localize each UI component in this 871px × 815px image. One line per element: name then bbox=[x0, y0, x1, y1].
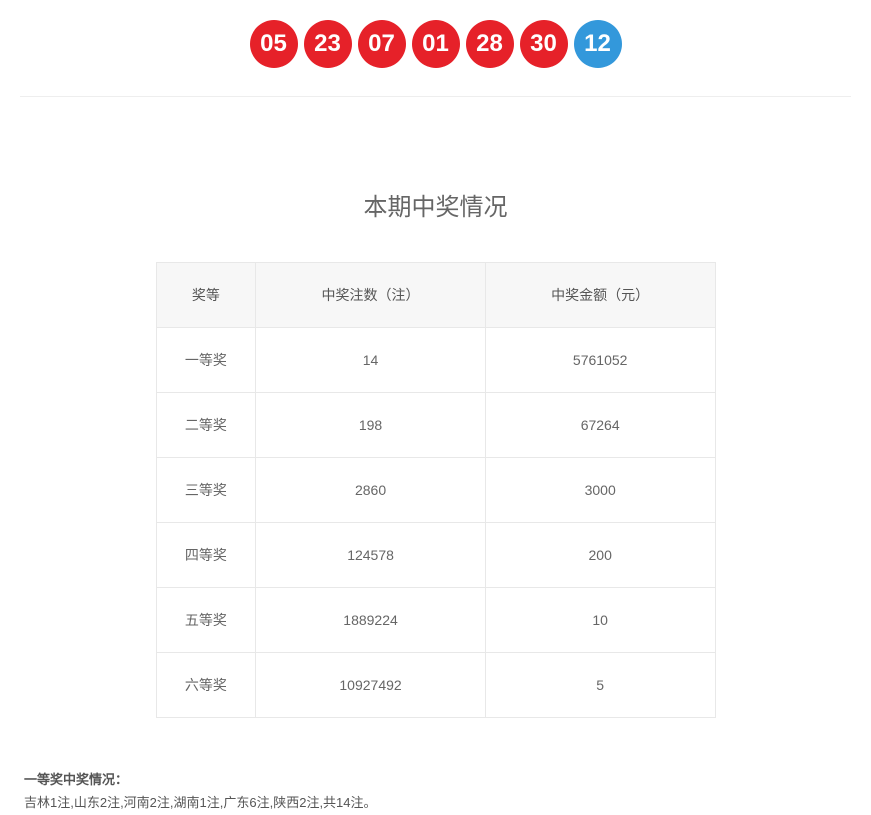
table-cell: 124578 bbox=[256, 523, 486, 588]
table-cell: 67264 bbox=[485, 393, 715, 458]
table-body: 一等奖145761052二等奖19867264三等奖28603000四等奖124… bbox=[156, 328, 715, 718]
table-header-cell: 奖等 bbox=[156, 263, 256, 328]
table-cell: 五等奖 bbox=[156, 588, 256, 653]
lottery-balls-row: 05230701283012 bbox=[250, 20, 622, 68]
first-prize-summary: 一等奖中奖情况： 吉林1注,山东2注,河南2注,湖南1注,广东6注,陕西2注,共… bbox=[24, 768, 847, 815]
summary-label: 一等奖中奖情况： bbox=[24, 772, 128, 787]
table-cell: 10 bbox=[485, 588, 715, 653]
lottery-balls-panel: 05230701283012 bbox=[20, 0, 851, 97]
lottery-ball-7: 12 bbox=[574, 20, 622, 68]
table-row: 二等奖19867264 bbox=[156, 393, 715, 458]
table-cell: 四等奖 bbox=[156, 523, 256, 588]
table-cell: 14 bbox=[256, 328, 486, 393]
table-row: 五等奖188922410 bbox=[156, 588, 715, 653]
table-cell: 10927492 bbox=[256, 653, 486, 718]
lottery-ball-3: 07 bbox=[358, 20, 406, 68]
section-title: 本期中奖情况 bbox=[0, 187, 871, 222]
table-cell: 三等奖 bbox=[156, 458, 256, 523]
table-header-row: 奖等中奖注数（注）中奖金额（元） bbox=[156, 263, 715, 328]
summary-text: 吉林1注,山东2注,河南2注,湖南1注,广东6注,陕西2注,共14注。 bbox=[24, 795, 377, 810]
lottery-ball-1: 05 bbox=[250, 20, 298, 68]
table-row: 一等奖145761052 bbox=[156, 328, 715, 393]
lottery-ball-6: 30 bbox=[520, 20, 568, 68]
table-cell: 5761052 bbox=[485, 328, 715, 393]
table-header-cell: 中奖注数（注） bbox=[256, 263, 486, 328]
table-row: 四等奖124578200 bbox=[156, 523, 715, 588]
table-cell: 2860 bbox=[256, 458, 486, 523]
table-row: 三等奖28603000 bbox=[156, 458, 715, 523]
table-cell: 3000 bbox=[485, 458, 715, 523]
table-cell: 5 bbox=[485, 653, 715, 718]
table-cell: 1889224 bbox=[256, 588, 486, 653]
prize-table: 奖等中奖注数（注）中奖金额（元） 一等奖145761052二等奖19867264… bbox=[156, 262, 716, 718]
lottery-ball-5: 28 bbox=[466, 20, 514, 68]
table-row: 六等奖109274925 bbox=[156, 653, 715, 718]
table-cell: 二等奖 bbox=[156, 393, 256, 458]
table-cell: 200 bbox=[485, 523, 715, 588]
table-cell: 198 bbox=[256, 393, 486, 458]
lottery-ball-4: 01 bbox=[412, 20, 460, 68]
table-cell: 六等奖 bbox=[156, 653, 256, 718]
lottery-ball-2: 23 bbox=[304, 20, 352, 68]
table-cell: 一等奖 bbox=[156, 328, 256, 393]
table-header-cell: 中奖金额（元） bbox=[485, 263, 715, 328]
